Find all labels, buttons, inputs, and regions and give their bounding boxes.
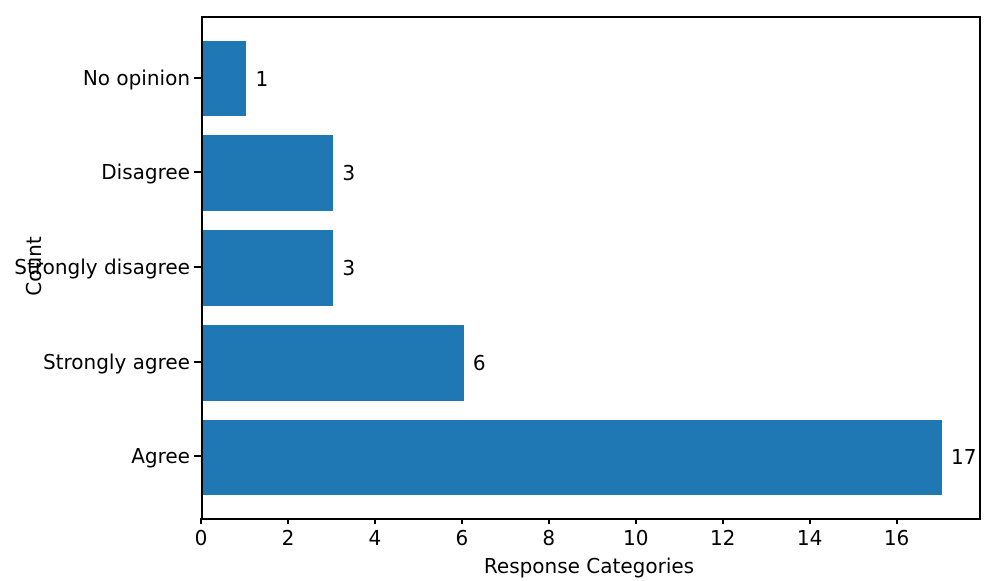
x-tick-6 <box>460 518 463 524</box>
x-tick-label-2: 2 <box>281 526 295 550</box>
x-tick-label-16: 16 <box>883 526 910 550</box>
x-tick-4 <box>373 518 376 524</box>
bar-disagree <box>203 135 334 212</box>
x-tick-label-6: 6 <box>455 526 469 550</box>
category-label-agree: Agree <box>131 444 190 469</box>
x-tick-14 <box>808 518 811 524</box>
x-tick-label-14: 14 <box>796 526 823 550</box>
x-axis-label: Response Categories <box>483 554 695 578</box>
x-tick-10 <box>634 518 637 524</box>
y-tick-strongly-agree <box>194 360 201 363</box>
bar-no-opinion <box>203 40 247 117</box>
bar-value-label-agree: 17 <box>951 445 977 470</box>
x-tick-8 <box>547 518 550 524</box>
y-tick-agree <box>194 455 201 458</box>
x-tick-16 <box>895 518 898 524</box>
bar-value-label-strongly-agree: 6 <box>472 350 486 375</box>
y-tick-no-opinion <box>194 76 201 79</box>
category-label-strongly-disagree: Strongly disagree <box>14 255 190 279</box>
x-tick-label-12: 12 <box>709 526 736 550</box>
bar-value-label-disagree: 3 <box>342 161 356 186</box>
plot-area: 1 3 3 6 17 <box>201 16 981 520</box>
x-tick-label-0: 0 <box>194 526 208 550</box>
bar-strongly-disagree <box>203 230 334 306</box>
bar-value-label-no-opinion: 1 <box>255 66 269 91</box>
y-tick-strongly-disagree <box>194 266 201 268</box>
x-tick-2 <box>286 518 289 524</box>
category-label-strongly-agree: Strongly agree <box>42 349 190 374</box>
category-label-disagree: Disagree <box>101 160 190 185</box>
x-tick-label-4: 4 <box>368 526 382 550</box>
x-tick-12 <box>721 518 724 524</box>
bar-agree <box>203 419 943 496</box>
x-tick-label-8: 8 <box>542 526 556 550</box>
bar-strongly-agree <box>203 324 464 401</box>
x-tick-label-10: 10 <box>622 526 649 550</box>
x-tick-0 <box>200 518 202 524</box>
y-tick-disagree <box>194 171 201 174</box>
bar-value-label-strongly-disagree: 3 <box>342 256 356 280</box>
category-label-no-opinion: No opinion <box>82 65 190 90</box>
